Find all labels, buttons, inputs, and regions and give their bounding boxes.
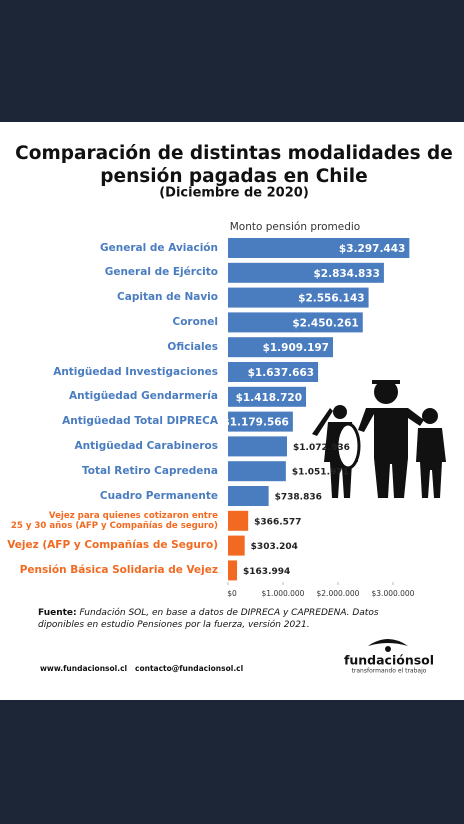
value-label: $366.577 <box>254 517 301 527</box>
x-tick-label: $1.000.000 <box>262 589 305 598</box>
value-label: $1.418.720 <box>236 392 302 404</box>
email: contacto@fundacionsol.cl <box>135 664 243 673</box>
category-label: Capitan de Navio <box>117 291 218 304</box>
category-label: Oficiales <box>167 340 218 353</box>
value-label: $2.834.833 <box>313 268 379 280</box>
x-tick-label: $2.000.000 <box>317 589 360 598</box>
x-tick-label: $3.000.000 <box>372 589 415 598</box>
bar <box>228 238 410 258</box>
value-label: $1.179.566 <box>222 417 288 429</box>
category-label: Antigüedad Carabineros <box>74 439 218 452</box>
bar <box>228 486 269 506</box>
bar <box>228 262 384 283</box>
x-tick-label: $0 <box>227 589 237 598</box>
source: Fuente: Fundación SOL, en base a datos d… <box>38 607 418 631</box>
category-label: Vejez (AFP y Compañías de Seguro) <box>7 539 218 552</box>
category-label: Vejez para quienes cotizaron entre 25 y … <box>10 510 218 531</box>
bar <box>228 386 307 407</box>
bar <box>228 510 249 531</box>
value-label: $1.909.197 <box>263 342 329 354</box>
bar <box>228 436 288 457</box>
category-label: Total Retiro Capredena <box>81 464 218 477</box>
category-label: Pensión Básica Solidaria de Vejez <box>19 563 218 576</box>
website: www.fundacionsol.cl <box>40 664 127 673</box>
bar <box>228 461 286 482</box>
bar <box>228 337 334 358</box>
value-label: $1.637.663 <box>248 367 314 379</box>
category-label: Cuadro Permanente <box>99 489 218 502</box>
silhouettes <box>312 380 446 498</box>
axis-title: Monto pensión promedio <box>230 221 360 233</box>
source-text: Fundación SOL, en base a datos de DIPREC… <box>38 608 379 630</box>
bar <box>228 535 245 556</box>
chart-title: Comparación de distintas modalidades de p… <box>15 143 453 187</box>
bar <box>228 287 369 308</box>
logo-icon <box>385 646 391 652</box>
bar <box>228 312 363 333</box>
category-label: Coronel <box>172 315 218 328</box>
category-label: General de Aviación <box>100 241 218 254</box>
bar <box>228 411 293 432</box>
logo: fundaciónsol <box>344 653 434 668</box>
logo-icon <box>368 639 408 646</box>
value-label: $303.204 <box>251 542 298 552</box>
value-label: $3.297.443 <box>339 243 405 255</box>
category-label: General de Ejército <box>104 266 218 279</box>
bar <box>228 362 319 382</box>
chart-subtitle: (Diciembre de 2020) <box>159 186 309 201</box>
value-label: $1.051.971 <box>292 468 349 478</box>
value-label: $2.556.143 <box>298 293 364 305</box>
category-label: Antigüedad Total DIPRECA <box>62 415 218 428</box>
value-label: $2.450.261 <box>292 317 358 329</box>
value-label: $738.836 <box>275 493 322 503</box>
category-label: Antigüedad Investigaciones <box>53 365 218 378</box>
bar <box>228 560 238 581</box>
source-label: Fuente: <box>38 608 77 618</box>
category-label: Antigüedad Gendarmería <box>68 390 218 403</box>
value-label: $163.994 <box>243 567 290 577</box>
value-label: $1.072.936 <box>293 443 350 453</box>
logo-tagline: transformando el trabajo <box>352 668 427 675</box>
